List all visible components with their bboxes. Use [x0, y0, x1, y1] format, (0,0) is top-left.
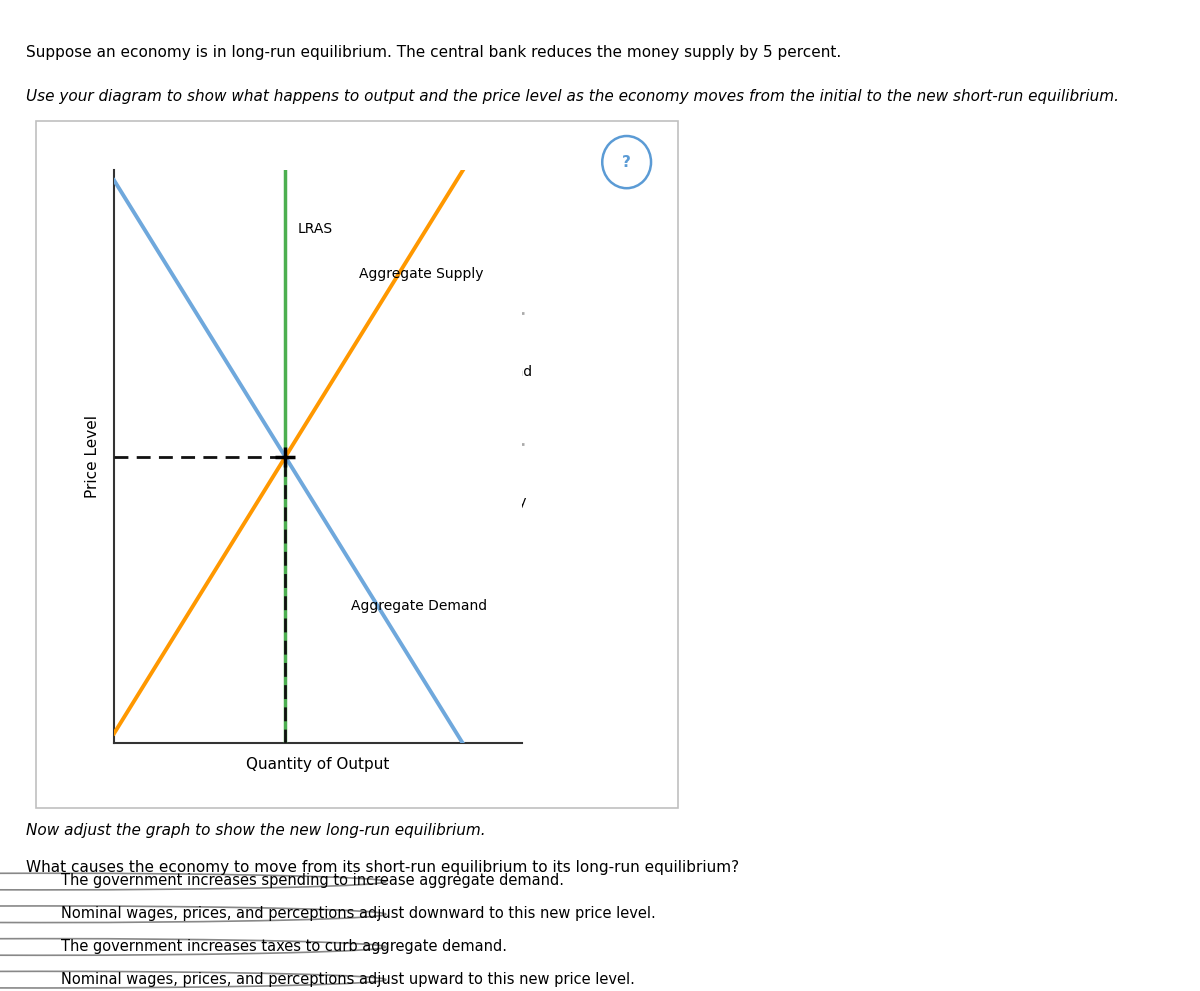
Text: Aggregate Supply: Aggregate Supply	[402, 496, 527, 509]
Text: Suppose an economy is in long-run equilibrium. The central bank reduces the mone: Suppose an economy is in long-run equili…	[26, 45, 841, 59]
Text: Aggregate Demand: Aggregate Demand	[396, 365, 533, 379]
Y-axis label: Price Level: Price Level	[85, 415, 100, 498]
Text: The government increases spending to increase aggregate demand.: The government increases spending to inc…	[61, 873, 564, 889]
Text: Now adjust the graph to show the new long-run equilibrium.: Now adjust the graph to show the new lon…	[26, 823, 486, 837]
FancyBboxPatch shape	[36, 121, 678, 808]
Text: ?: ?	[623, 155, 631, 169]
Text: The government increases taxes to curb aggregate demand.: The government increases taxes to curb a…	[61, 938, 506, 954]
Text: Nominal wages, prices, and perceptions adjust upward to this new price level.: Nominal wages, prices, and perceptions a…	[61, 971, 635, 987]
Text: Use your diagram to show what happens to output and the price level as the econo: Use your diagram to show what happens to…	[26, 89, 1120, 104]
Text: Aggregate Supply: Aggregate Supply	[359, 267, 484, 280]
Text: LRAS: LRAS	[298, 222, 332, 236]
Text: What causes the economy to move from its short-run equilibrium to its long-run e: What causes the economy to move from its…	[26, 860, 739, 875]
Text: Aggregate Demand: Aggregate Demand	[350, 599, 487, 612]
Text: Nominal wages, prices, and perceptions adjust downward to this new price level.: Nominal wages, prices, and perceptions a…	[61, 906, 655, 922]
X-axis label: Quantity of Output: Quantity of Output	[246, 757, 390, 772]
